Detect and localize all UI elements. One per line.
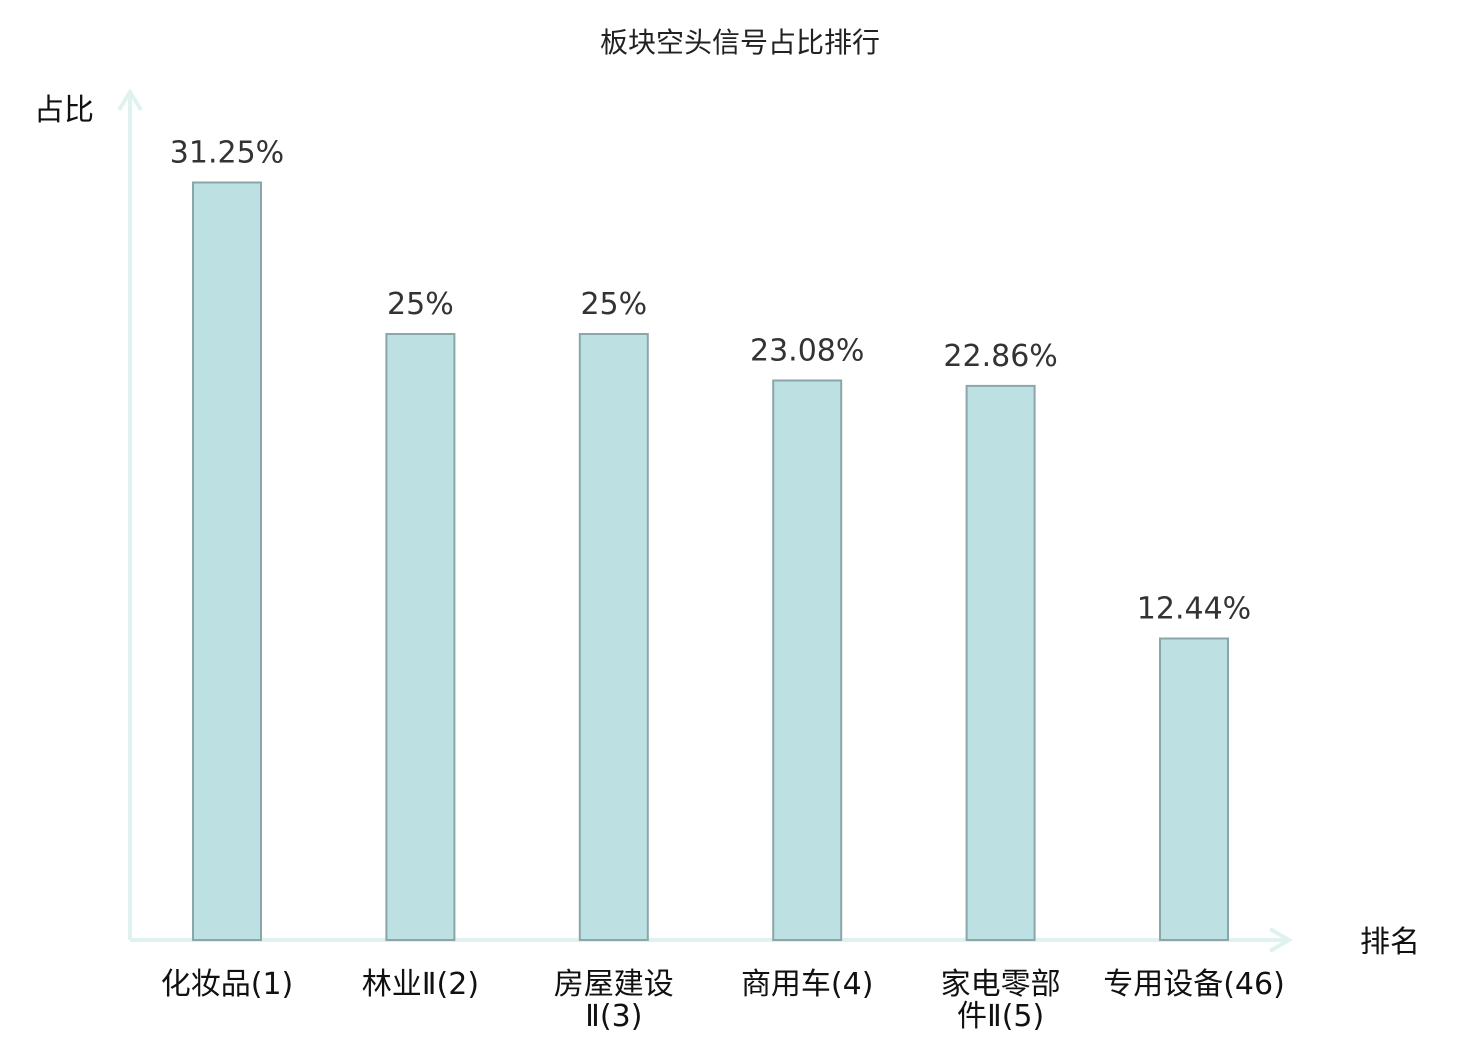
x-axis-label: 排名	[1360, 925, 1420, 960]
bar-1	[192, 181, 262, 941]
category-label-3: 房屋建设 Ⅱ(3)	[554, 967, 674, 1034]
bar-4	[772, 379, 843, 941]
chart-title: 板块空头信号占比排行	[600, 26, 880, 59]
bar-5	[965, 384, 1036, 941]
value-label-5: 22.86%	[943, 339, 1057, 374]
y-axis-label: 占比	[34, 93, 94, 128]
bar-series: 31.25% 化妆品(1) 25% 林业Ⅱ(2) 25% 房屋建设 Ⅱ(3) 23.08% 商用…	[161, 136, 1285, 1035]
value-label-6: 12.44%	[1137, 592, 1251, 627]
value-label-3: 25%	[580, 287, 647, 322]
category-label-4: 商用车(4)	[741, 967, 874, 1002]
bar-6	[1159, 637, 1229, 941]
category-label-2: 林业Ⅱ(2)	[362, 967, 479, 1002]
value-label-2: 25%	[387, 287, 454, 322]
value-label-4: 23.08%	[750, 334, 864, 369]
category-label-5: 家电零部件Ⅱ(5)	[941, 967, 1061, 1034]
bar-3	[578, 333, 649, 941]
x-axis-arrow	[1268, 927, 1293, 953]
y-axis-arrow	[117, 88, 143, 112]
value-label-1: 31.25%	[170, 136, 284, 171]
category-label-6: 专用设备(46)	[1103, 967, 1285, 1002]
bar-2	[385, 333, 456, 941]
category-label-1: 化妆品(1)	[161, 967, 294, 1002]
